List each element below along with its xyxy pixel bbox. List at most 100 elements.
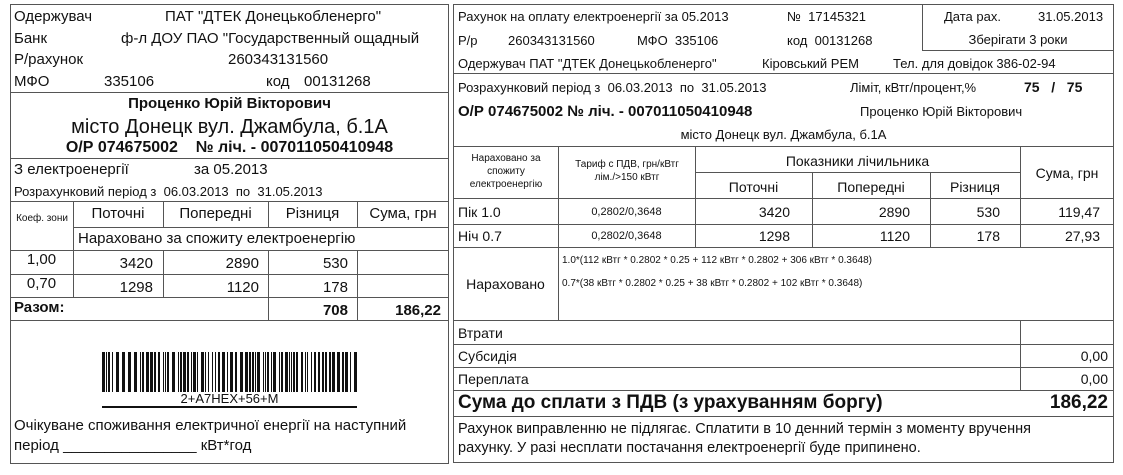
coef: 0,70	[26, 275, 57, 292]
barcode-bar	[201, 352, 204, 392]
customer-address: місто Донецк вул. Джамбула, б.1А	[71, 116, 388, 138]
charged-label: Нараховано	[466, 276, 545, 292]
barcode-bar	[112, 352, 113, 392]
barcode-bar	[222, 352, 225, 392]
invoice-number: № 17145321	[787, 9, 867, 24]
barcode-bar	[215, 352, 216, 392]
service: З електроенергії	[14, 161, 129, 178]
diff: 178	[322, 279, 348, 296]
barcode-bar	[208, 352, 209, 392]
rp: 260343131560	[508, 33, 595, 48]
keep-note: Зберігати 3 роки	[968, 32, 1068, 47]
expected-consumption-line1: Очікуване споживання електричної енергії…	[14, 417, 407, 434]
coef-header: Коеф. зони	[16, 213, 68, 224]
barcode-bar	[172, 352, 175, 392]
barcode-bar	[154, 352, 156, 392]
total-label: Разом:	[14, 299, 65, 316]
barcode-bar	[257, 352, 260, 392]
sum: 119,47	[1058, 204, 1100, 220]
barcode-bar	[255, 352, 256, 392]
barcode-bar	[325, 352, 327, 392]
expected-consumption-line2: період ________________ кВт*год	[14, 437, 252, 454]
barcode-bar	[165, 352, 166, 392]
barcode-bar	[106, 352, 107, 392]
tariff: 0,2802/0,3648	[591, 206, 662, 218]
barcode-bar	[342, 352, 344, 392]
barcode-bar	[263, 352, 264, 392]
barcode-bar	[212, 352, 213, 392]
barcode-bar	[191, 352, 192, 392]
barcode-bar	[167, 352, 169, 392]
barcode-bar	[329, 352, 331, 392]
barcode-bar	[102, 352, 105, 392]
barcode-bar	[265, 352, 266, 392]
current: 3420	[758, 204, 790, 220]
barcode-bar	[345, 352, 348, 392]
rp-label: Р/р	[458, 33, 478, 48]
barcode-bar	[252, 352, 254, 392]
barcode-bar	[332, 352, 335, 392]
barcode-bar	[183, 352, 186, 392]
barcode-bar	[240, 352, 243, 392]
overpay-label: Переплата	[458, 371, 529, 387]
barcode-bar	[314, 352, 316, 392]
barcode-bar	[249, 352, 251, 392]
barcode-bar	[245, 352, 248, 392]
account-label: Р/рахунок	[14, 51, 84, 68]
charged-header: Нараховано за спожиту електроенергію	[469, 153, 543, 190]
billing-period: Розрахунковий період з 06.03.2013 по 31.…	[14, 184, 323, 199]
barcode-bar	[322, 352, 324, 392]
barcode-bar	[296, 352, 298, 392]
billing-period: Розрахунковий період з 06.03.2013 по 31.…	[458, 80, 767, 95]
customer-name: Проценко Юрій Вікторович	[128, 95, 331, 112]
barcode-bar	[311, 352, 312, 392]
col-current: Поточні	[91, 205, 145, 222]
col-current: Поточні	[728, 179, 779, 195]
barcode-bar	[142, 352, 144, 392]
period-month: за 05.2013	[194, 161, 268, 178]
barcode-bar	[273, 352, 276, 392]
barcode-bar	[318, 352, 320, 392]
barcode-bar	[108, 352, 110, 392]
account-meter-line: О/Р 074675002 № ліч. - 007011050410948	[65, 139, 394, 156]
barcode-bar	[230, 352, 233, 392]
barcode-bar	[134, 352, 137, 392]
rem: Кіровський РЕМ	[762, 56, 859, 71]
diff: 178	[976, 228, 1000, 244]
subsidy: 0,00	[1080, 348, 1108, 364]
recipient: ПАТ "ДТЕК Донецькобленерго"	[165, 8, 382, 25]
barcode-bar	[158, 352, 160, 392]
barcode	[102, 352, 357, 392]
barcode-bar	[354, 352, 357, 392]
tariff-header: Тариф с ПДВ, грн/кВтг лім./>150 кВтг	[575, 159, 679, 183]
barcode-bar	[279, 352, 280, 392]
barcode-bar	[267, 352, 269, 392]
note-line1: Рахунок виправленню не підлягає. Сплатит…	[458, 421, 1031, 437]
invoice	[453, 4, 1114, 463]
current: 1298	[758, 228, 790, 244]
col-diff: Різниця	[285, 205, 340, 222]
total-due: 186,22	[1049, 392, 1108, 413]
col-diff: Різниця	[949, 179, 1001, 195]
barcode-bar	[305, 352, 306, 392]
barcode-bar	[293, 352, 295, 392]
barcode-bar	[187, 352, 189, 392]
mfo: МФО 335106	[637, 33, 719, 48]
mfo: 335106	[104, 73, 155, 90]
recipient: Одержувач ПАТ "ДТЕК Донецькобленерго"	[458, 56, 717, 71]
formula-night: 0.7*(38 кВтг * 0.2802 * 0.25 + 38 кВтг *…	[562, 278, 863, 289]
account-meter-line: О/Р 074675002 № ліч. - 007011050410948	[458, 103, 753, 120]
barcode-bar	[271, 352, 272, 392]
barcode-bar	[291, 352, 292, 392]
account: 260343131560	[228, 51, 329, 68]
invoice-date: 31.05.2013	[1038, 9, 1104, 24]
diff: 530	[976, 204, 1000, 220]
barcode-bar	[227, 352, 228, 392]
bank: ф-л ДОУ ПАО "Государственный ощадный	[121, 30, 420, 47]
barcode-bar	[289, 352, 290, 392]
barcode-bar	[193, 352, 196, 392]
barcode-bar	[140, 352, 141, 392]
total-diff: 708	[322, 302, 348, 319]
barcode-bar	[301, 352, 303, 392]
col-sum: Сума, грн	[369, 205, 437, 222]
